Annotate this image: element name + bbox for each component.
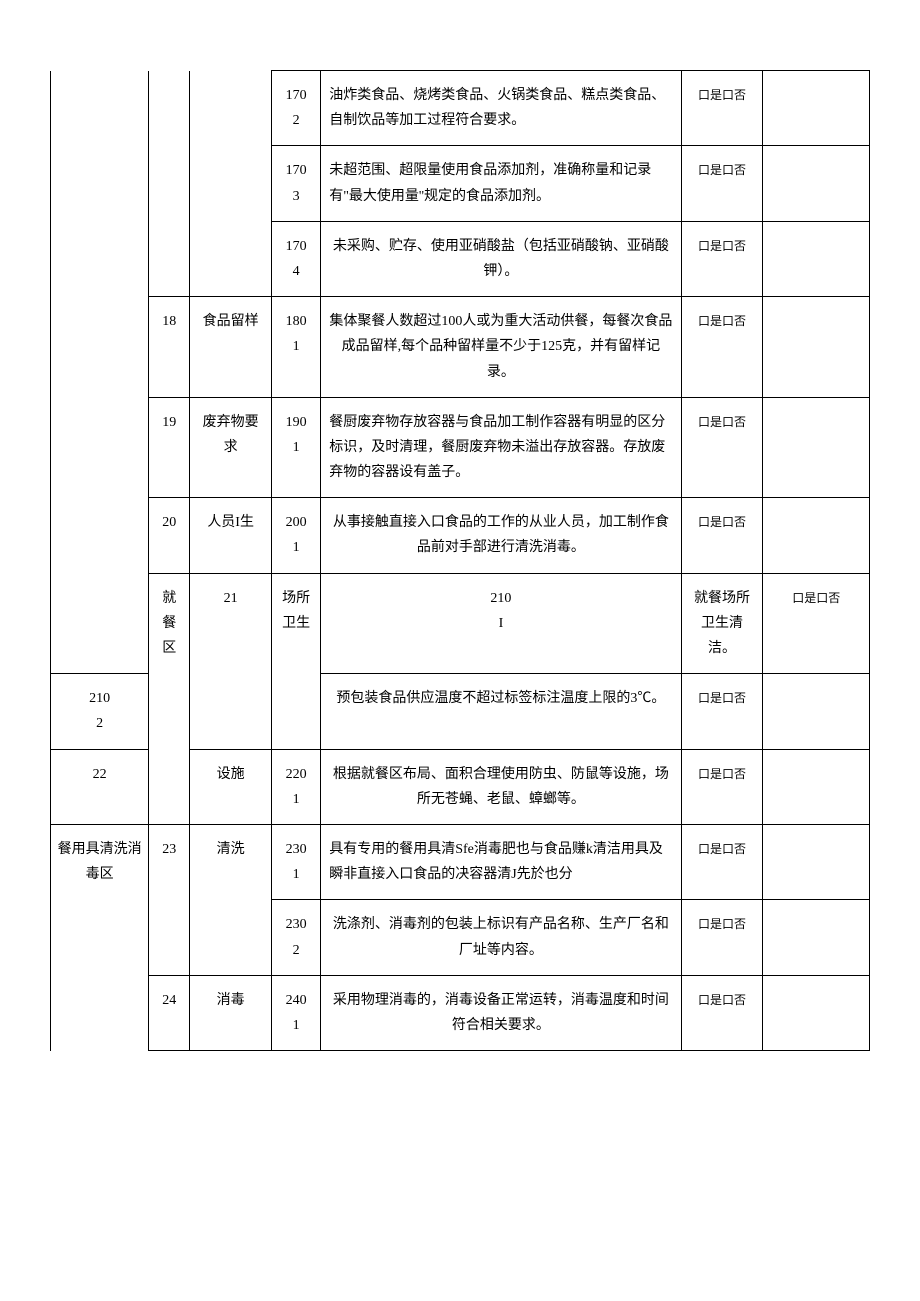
area-cell: 就餐区	[149, 573, 190, 824]
number-cell: 23	[149, 824, 190, 975]
code-cell: 170 2	[272, 71, 321, 146]
description-cell: 未超范围、超限量使用食品添加剂，准确称量和记录有"最大使用量''规定的食品添加剂…	[321, 146, 681, 221]
description-cell: 根据就餐区布局、面积合理使用防虫、防鼠等设施，场所无苍蝇、老鼠、蟑螂等。	[321, 749, 681, 824]
inspection-table: 170 2油炸类食品、烧烤类食品、火锅类食品、糕点类食品、自制饮品等加工过程符合…	[50, 70, 870, 1051]
area-cell	[51, 71, 149, 674]
yesno-cell: 口是口否	[681, 146, 763, 221]
description-cell: 采用物理消毒的，消毒设备正常运转，消毒温度和时间符合相关要求。	[321, 975, 681, 1050]
yesno-cell: 口是口否	[681, 71, 763, 146]
table-row: 20人员I生200 1从事接触直接入口食品的工作的从业人员，加工制作食品前对手部…	[51, 498, 870, 573]
category-cell: 人员I生	[190, 498, 272, 573]
yesno-cell: 口是口否	[681, 297, 763, 398]
yesno-cell: 口是口否	[681, 397, 763, 498]
code-cell: 170 3	[272, 146, 321, 221]
category-cell	[190, 71, 272, 297]
code-cell: 170 4	[272, 221, 321, 296]
blank-cell	[763, 975, 869, 1050]
category-cell: 食品留样	[190, 297, 272, 398]
blank-cell	[763, 749, 869, 824]
code-cell: 180 1	[272, 297, 321, 398]
yesno-cell: 口是口否	[681, 824, 763, 899]
blank-cell	[763, 900, 869, 975]
number-cell: 20	[149, 498, 190, 573]
code-cell: 190 1	[272, 397, 321, 498]
yesno-cell: 口是口否	[681, 498, 763, 573]
table-row: 餐用具清洗消毒区23清洗230 1具有专用的餐用具清Sfe消毒肥也与食品赚k清洁…	[51, 824, 870, 899]
yesno-cell: 口是口否	[681, 674, 763, 749]
description-cell: 具有专用的餐用具清Sfe消毒肥也与食品赚k清洁用具及瞬非直接入口食品的决容器清J…	[321, 824, 681, 899]
number-cell: 18	[149, 297, 190, 398]
description-cell: 餐厨废弃物存放容器与食品加工制作容器有明显的区分标识，及时清理，餐厨废弃物未溢出…	[321, 397, 681, 498]
table-row: 19废弃物要求190 1餐厨废弃物存放容器与食品加工制作容器有明显的区分标识，及…	[51, 397, 870, 498]
category-cell: 场所卫生	[272, 573, 321, 749]
description-cell: 就餐场所卫生清洁。	[681, 573, 763, 674]
category-cell: 消毒	[190, 975, 272, 1050]
blank-cell	[763, 297, 869, 398]
description-cell: 预包装食品供应温度不超过标签标注温度上限的3℃。	[321, 674, 681, 749]
table-row: 170 2油炸类食品、烧烤类食品、火锅类食品、糕点类食品、自制饮品等加工过程符合…	[51, 71, 870, 146]
yesno-cell: 口是口否	[681, 975, 763, 1050]
blank-cell	[763, 221, 869, 296]
description-cell: 油炸类食品、烧烤类食品、火锅类食品、糕点类食品、自制饮品等加工过程符合要求。	[321, 71, 681, 146]
number-cell	[149, 71, 190, 297]
number-cell: 19	[149, 397, 190, 498]
blank-cell	[763, 397, 869, 498]
table-row: 18食品留样180 1集体聚餐人数超过100人或为重大活动供餐，每餐次食品成品留…	[51, 297, 870, 398]
blank-cell	[763, 674, 869, 749]
code-cell: 220 1	[272, 749, 321, 824]
description-cell: 从事接触直接入口食品的工作的从业人员，加工制作食品前对手部进行清洗消毒。	[321, 498, 681, 573]
code-cell: 240 1	[272, 975, 321, 1050]
table-row: 就餐区21场所卫生210 I就餐场所卫生清洁。口是口否	[51, 573, 870, 674]
category-cell: 设施	[190, 749, 272, 824]
code-cell: 230 2	[272, 900, 321, 975]
category-cell: 废弃物要求	[190, 397, 272, 498]
number-cell: 21	[190, 573, 272, 749]
code-cell: 200 1	[272, 498, 321, 573]
blank-cell	[763, 71, 869, 146]
blank-cell	[763, 824, 869, 899]
code-cell: 230 1	[272, 824, 321, 899]
blank-cell	[763, 146, 869, 221]
yesno-cell: 口是口否	[681, 221, 763, 296]
area-cell: 餐用具清洗消毒区	[51, 824, 149, 1050]
category-cell: 清洗	[190, 824, 272, 975]
number-cell: 24	[149, 975, 190, 1050]
yesno-cell: 口是口否	[763, 573, 869, 674]
blank-cell	[763, 498, 869, 573]
description-cell: 未采购、贮存、使用亚硝酸盐（包括亚硝酸钠、亚硝酸钾）。	[321, 221, 681, 296]
yesno-cell: 口是口否	[681, 749, 763, 824]
code-cell: 210 I	[321, 573, 681, 674]
number-cell: 22	[51, 749, 149, 824]
table-row: 24消毒240 1采用物理消毒的，消毒设备正常运转，消毒温度和时间符合相关要求。…	[51, 975, 870, 1050]
code-cell: 210 2	[51, 674, 149, 749]
yesno-cell: 口是口否	[681, 900, 763, 975]
description-cell: 集体聚餐人数超过100人或为重大活动供餐，每餐次食品成品留样,每个品种留样量不少…	[321, 297, 681, 398]
description-cell: 洗涤剂、消毒剂的包装上标识有产品名称、生产厂名和厂址等内容。	[321, 900, 681, 975]
